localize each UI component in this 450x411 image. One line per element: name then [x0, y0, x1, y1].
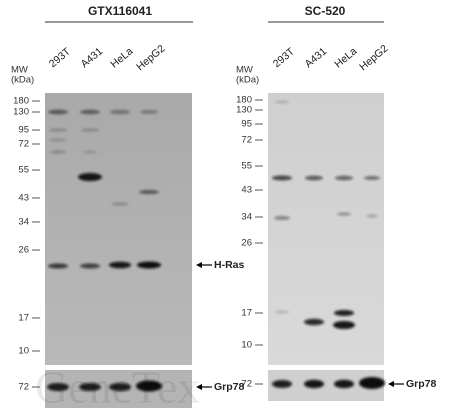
mw-header: (kDa): [236, 75, 259, 86]
mw-marker-label: 95: [18, 125, 29, 136]
mw-marker-label: 130: [13, 107, 29, 118]
mw-marker-label: 43: [241, 185, 252, 196]
band: [79, 383, 101, 391]
band: [304, 318, 324, 326]
control-label: Grp78: [406, 378, 437, 390]
lane-label: A431: [79, 45, 106, 70]
band: [136, 380, 162, 392]
panel-title: GTX116041: [88, 4, 152, 18]
band: [274, 216, 290, 220]
lane-label: A431: [303, 45, 330, 70]
mw-marker-label: 72: [241, 135, 252, 146]
blot: [45, 93, 192, 365]
band: [47, 383, 69, 391]
mw-marker-label: 180: [13, 96, 29, 107]
mw-header: (kDa): [11, 75, 34, 86]
lane-label: HepG2: [134, 42, 167, 73]
blot: [268, 93, 384, 365]
band: [48, 263, 68, 269]
mw-marker-label: 10: [241, 340, 252, 351]
band: [337, 212, 351, 216]
band: [359, 377, 385, 389]
band: [272, 175, 292, 181]
control-marker-label: 72: [241, 379, 252, 390]
lane-label: 293T: [47, 45, 73, 70]
mw-marker-label: 17: [241, 308, 252, 319]
band: [78, 173, 102, 181]
band: [335, 175, 353, 181]
band: [80, 109, 100, 115]
band: [109, 261, 131, 269]
arrow-head: [196, 384, 202, 390]
band: [81, 128, 99, 132]
watermark: GeneTex: [35, 362, 200, 411]
mw-marker-label: 34: [241, 212, 252, 223]
mw-marker-label: 34: [18, 217, 29, 228]
band: [49, 138, 67, 142]
mw-marker-label: 43: [18, 193, 29, 204]
band: [304, 379, 324, 389]
lane-label: HeLa: [108, 45, 135, 70]
mw-marker-label: 180: [236, 95, 252, 106]
mw-marker-label: 55: [18, 165, 29, 176]
band: [109, 383, 131, 391]
lane-label: HeLa: [332, 45, 359, 70]
arrow-head: [196, 262, 202, 268]
lane-label: 293T: [271, 45, 297, 70]
band: [83, 150, 97, 154]
band: [50, 150, 66, 154]
band: [305, 175, 323, 181]
band: [275, 100, 289, 104]
control-label: Grp78: [214, 381, 245, 393]
mw-marker-label: 26: [18, 245, 29, 256]
band: [364, 176, 380, 180]
band: [140, 110, 158, 114]
panel-title: SC-520: [305, 4, 346, 18]
mw-marker-label: 72: [18, 139, 29, 150]
band: [366, 214, 378, 218]
band: [112, 202, 128, 206]
mw-marker-label: 95: [241, 119, 252, 130]
band: [334, 310, 354, 316]
control-marker-label: 72: [18, 382, 29, 393]
lane-label: HepG2: [357, 42, 390, 73]
band-label: H-Ras: [214, 259, 245, 271]
band: [48, 109, 68, 115]
mw-marker-label: 10: [18, 346, 29, 357]
band: [139, 190, 159, 194]
band: [80, 263, 100, 269]
arrow-head: [388, 381, 394, 387]
band: [334, 379, 354, 389]
mw-header: MW: [11, 65, 28, 76]
band: [272, 380, 292, 388]
band: [110, 110, 130, 114]
band: [137, 261, 161, 269]
band: [49, 128, 67, 132]
mw-header: MW: [236, 65, 253, 76]
band: [275, 310, 289, 314]
mw-marker-label: 130: [236, 105, 252, 116]
mw-marker-label: 55: [241, 161, 252, 172]
band: [333, 321, 355, 329]
bands: [47, 100, 385, 392]
mw-marker-label: 17: [18, 313, 29, 324]
mw-marker-label: 26: [241, 238, 252, 249]
